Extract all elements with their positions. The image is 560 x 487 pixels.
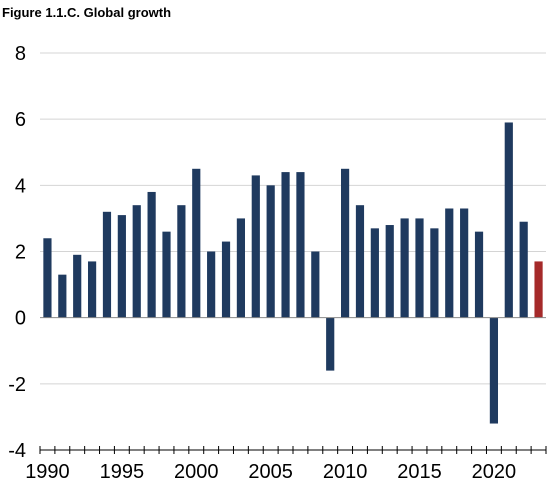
- bar-1999: [177, 205, 186, 318]
- bar-1990: [43, 238, 52, 318]
- x-tick-label: 2020: [472, 461, 517, 483]
- bar-2003: [236, 218, 246, 318]
- x-tick-label: 2000: [174, 461, 219, 483]
- bar-2006: [281, 172, 290, 318]
- bar-2000: [192, 168, 201, 318]
- bars: [43, 122, 543, 424]
- bar-2020: [489, 317, 499, 424]
- x-tick-label: 2015: [397, 461, 442, 483]
- bar-2016: [430, 228, 439, 318]
- bar-2017: [445, 208, 454, 318]
- x-tick-labels: 1990 1995 2000 2005 2010 2015 2020: [25, 461, 516, 483]
- bar-2004: [251, 175, 260, 318]
- bar-1998: [162, 231, 171, 318]
- bar-2005: [266, 185, 275, 318]
- bar-2001: [207, 251, 216, 318]
- bar-2002: [221, 241, 231, 318]
- bar-2014: [400, 218, 409, 318]
- bar-1992: [73, 254, 82, 318]
- y-tick-label: -4: [8, 440, 26, 462]
- y-tick-label: 0: [15, 308, 26, 330]
- bar-2022: [519, 221, 528, 318]
- bar-2018: [460, 208, 469, 318]
- y-tick-label: 8: [15, 43, 26, 65]
- bar-2013: [385, 225, 394, 318]
- bar-2012: [370, 228, 379, 318]
- y-tick-label: 2: [15, 242, 26, 264]
- x-tick-label: 1995: [100, 461, 145, 483]
- gridlines: [40, 52, 546, 451]
- x-axis: [39, 317, 547, 454]
- bar-1997: [147, 191, 156, 318]
- bar-2015: [415, 218, 424, 318]
- x-tick-label: 1990: [25, 461, 70, 483]
- bar-2011: [355, 205, 365, 318]
- y-tick-label: 6: [15, 109, 26, 131]
- x-tick-label: 2005: [248, 461, 293, 483]
- bar-1991: [58, 274, 67, 318]
- bar-2010: [340, 168, 350, 318]
- bar-2021: [504, 122, 513, 318]
- x-tick-label: 2010: [323, 461, 368, 483]
- bar-2009: [326, 317, 335, 371]
- bar-1995: [117, 215, 126, 318]
- chart-title: Figure 1.1.C. Global growth: [2, 5, 171, 20]
- bar-2019: [474, 231, 484, 318]
- y-tick-labels: 8 6 4 2 0 -2 -4: [8, 43, 26, 462]
- bar-2008: [311, 251, 320, 318]
- bar-1994: [102, 211, 112, 318]
- bar-1993: [87, 261, 97, 318]
- y-tick-label: -2: [8, 374, 26, 396]
- bar-2007: [296, 172, 305, 318]
- bar-1996: [132, 205, 141, 318]
- bar-2023: [534, 261, 543, 318]
- y-tick-label: 4: [15, 175, 26, 197]
